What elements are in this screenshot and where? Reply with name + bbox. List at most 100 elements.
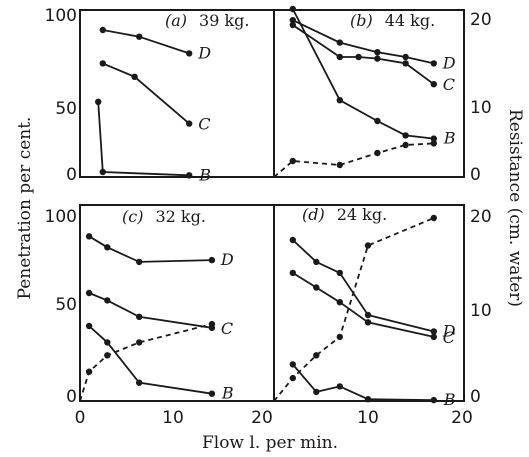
- panel-c-point-resistance: [136, 339, 143, 346]
- panel-c-point-d: [104, 244, 111, 251]
- panel-c-point-c: [104, 297, 111, 304]
- panel-d-line-b: [292, 363, 434, 401]
- panel-a-point-b: [99, 168, 107, 176]
- panel-c-point-resistance: [208, 320, 216, 328]
- x-axis-label: Flow l. per min.: [202, 433, 338, 453]
- panel-a-point-b: [186, 172, 193, 179]
- tick-label-left-50-bottom: 50: [55, 295, 77, 315]
- panel-c-series-label-d: D: [220, 250, 234, 269]
- tick-label-x-0: 0: [75, 408, 86, 428]
- panel-c-line-c: [88, 292, 213, 329]
- panel-c-point-b: [208, 390, 216, 397]
- panel-d-point-resistance: [313, 352, 320, 359]
- panel-b-point-b: [402, 132, 409, 139]
- panel-b-point-resistance: [336, 161, 343, 169]
- panel-b-series-label-b: B: [443, 129, 456, 148]
- panel-a-point-d: [136, 33, 143, 40]
- panel-c-point-c: [136, 313, 143, 320]
- panel-d-point-b: [289, 361, 296, 368]
- panel-b-point-c: [336, 53, 343, 61]
- tick-label-x-20-right: 20: [451, 408, 473, 428]
- tick-label-right-20-bottom: 20: [470, 207, 492, 227]
- panel-a-point-c: [131, 73, 138, 81]
- panel-b-point-b: [336, 97, 343, 104]
- panel-a-point-c: [99, 60, 107, 67]
- panel-d-line-c: [292, 272, 434, 338]
- panel-a-series-label-d: D: [197, 43, 211, 62]
- panel-c-point-d: [136, 258, 143, 266]
- panel-b-point-b: [289, 5, 296, 13]
- panel-b-point-resistance: [430, 140, 437, 147]
- panel-b-point-resistance: [289, 157, 296, 165]
- panel-c-line-b: [88, 325, 213, 395]
- panel-c-point-b: [104, 339, 111, 346]
- panel-b-series-label-d: D: [442, 53, 456, 72]
- panel-b-point-resistance: [374, 149, 381, 157]
- panel-a-line-d: [102, 29, 190, 55]
- panel-d-point-b: [313, 388, 320, 396]
- panel-c-point-b: [85, 322, 93, 330]
- tick-label-right-10-bottom: 10: [470, 301, 492, 321]
- panel-d-point-resistance: [364, 242, 372, 249]
- panel-a-frame: [79, 9, 275, 178]
- tick-label-right-20-top: 20: [470, 10, 492, 30]
- panel-d-point-d: [364, 311, 372, 319]
- panel-d-label: (d) 24 kg.: [302, 205, 387, 224]
- panel-c-series-label-c: C: [221, 319, 233, 338]
- panel-d-point-resistance: [336, 333, 343, 341]
- tick-label-left-100-bottom: 100: [45, 207, 77, 227]
- panel-a-point-d: [186, 50, 193, 57]
- panel-d-point-d: [430, 328, 437, 335]
- tick-label-x-20-left: 20: [251, 408, 273, 428]
- tick-label-left-0-bottom: 0: [66, 387, 77, 407]
- panel-b-point-d: [336, 39, 343, 46]
- panel-b-point-c: [355, 53, 362, 61]
- panel-b-point-d: [374, 49, 381, 56]
- panel-c-label: (c) 32 kg.: [122, 207, 206, 226]
- panel-a-line-c: [102, 62, 190, 125]
- panel-b-frame: [273, 9, 465, 178]
- tick-label-right-10-top: 10: [470, 98, 492, 118]
- tick-label-left-50-top: 50: [55, 99, 77, 119]
- panel-b-point-d: [289, 17, 296, 24]
- panel-b-point-c: [289, 21, 296, 29]
- panel-b-line-c: [292, 24, 435, 85]
- panel-c-point-resistance: [85, 368, 93, 375]
- panel-d-line-resistance: [273, 217, 435, 402]
- panel-d-series-label-c: C: [443, 328, 455, 347]
- panel-a-point-b: [95, 98, 102, 106]
- panel-c-point-c: [85, 289, 93, 297]
- tick-label-x-10-left: 10: [162, 408, 184, 428]
- panel-d-series-label-b: B: [443, 390, 456, 409]
- panel-c-series-label-b: B: [221, 384, 234, 403]
- tick-label-left-0-top: 0: [66, 165, 77, 185]
- tick-label-left-100-top: 100: [45, 6, 77, 26]
- tick-label-right-0-bottom: 0: [470, 387, 481, 407]
- panel-d-point-c: [289, 269, 296, 277]
- panel-c-point-d: [85, 233, 93, 240]
- panel-b-series-label-c: C: [443, 75, 455, 94]
- tick-label-x-10-right: 10: [357, 408, 379, 428]
- panel-d-point-resistance: [289, 374, 296, 382]
- panel-d-point-resistance: [430, 214, 437, 222]
- panel-d-series-label-d: D: [442, 322, 456, 341]
- panel-a-series-label-c: C: [198, 115, 210, 134]
- panel-d-point-b: [430, 396, 437, 404]
- panel-c-point-b: [136, 379, 143, 386]
- tick-label-right-0-top: 0: [470, 165, 481, 185]
- panel-a-series-label-b: B: [198, 165, 211, 184]
- panel-b-point-c: [374, 55, 381, 62]
- panel-d-frame: [273, 204, 465, 402]
- panel-b-point-resistance: [402, 141, 409, 149]
- panel-d-point-b: [364, 396, 372, 403]
- panel-c-line-d: [88, 235, 212, 263]
- panel-a-point-c: [186, 120, 193, 127]
- panel-c-point-d: [208, 256, 216, 264]
- panel-d-point-c: [336, 299, 343, 306]
- panel-b-point-c: [430, 81, 437, 88]
- panel-d-point-c: [313, 284, 320, 291]
- panel-b-point-d: [430, 60, 437, 67]
- panel-b-point-b: [374, 117, 381, 125]
- panel-b-point-c: [402, 60, 409, 67]
